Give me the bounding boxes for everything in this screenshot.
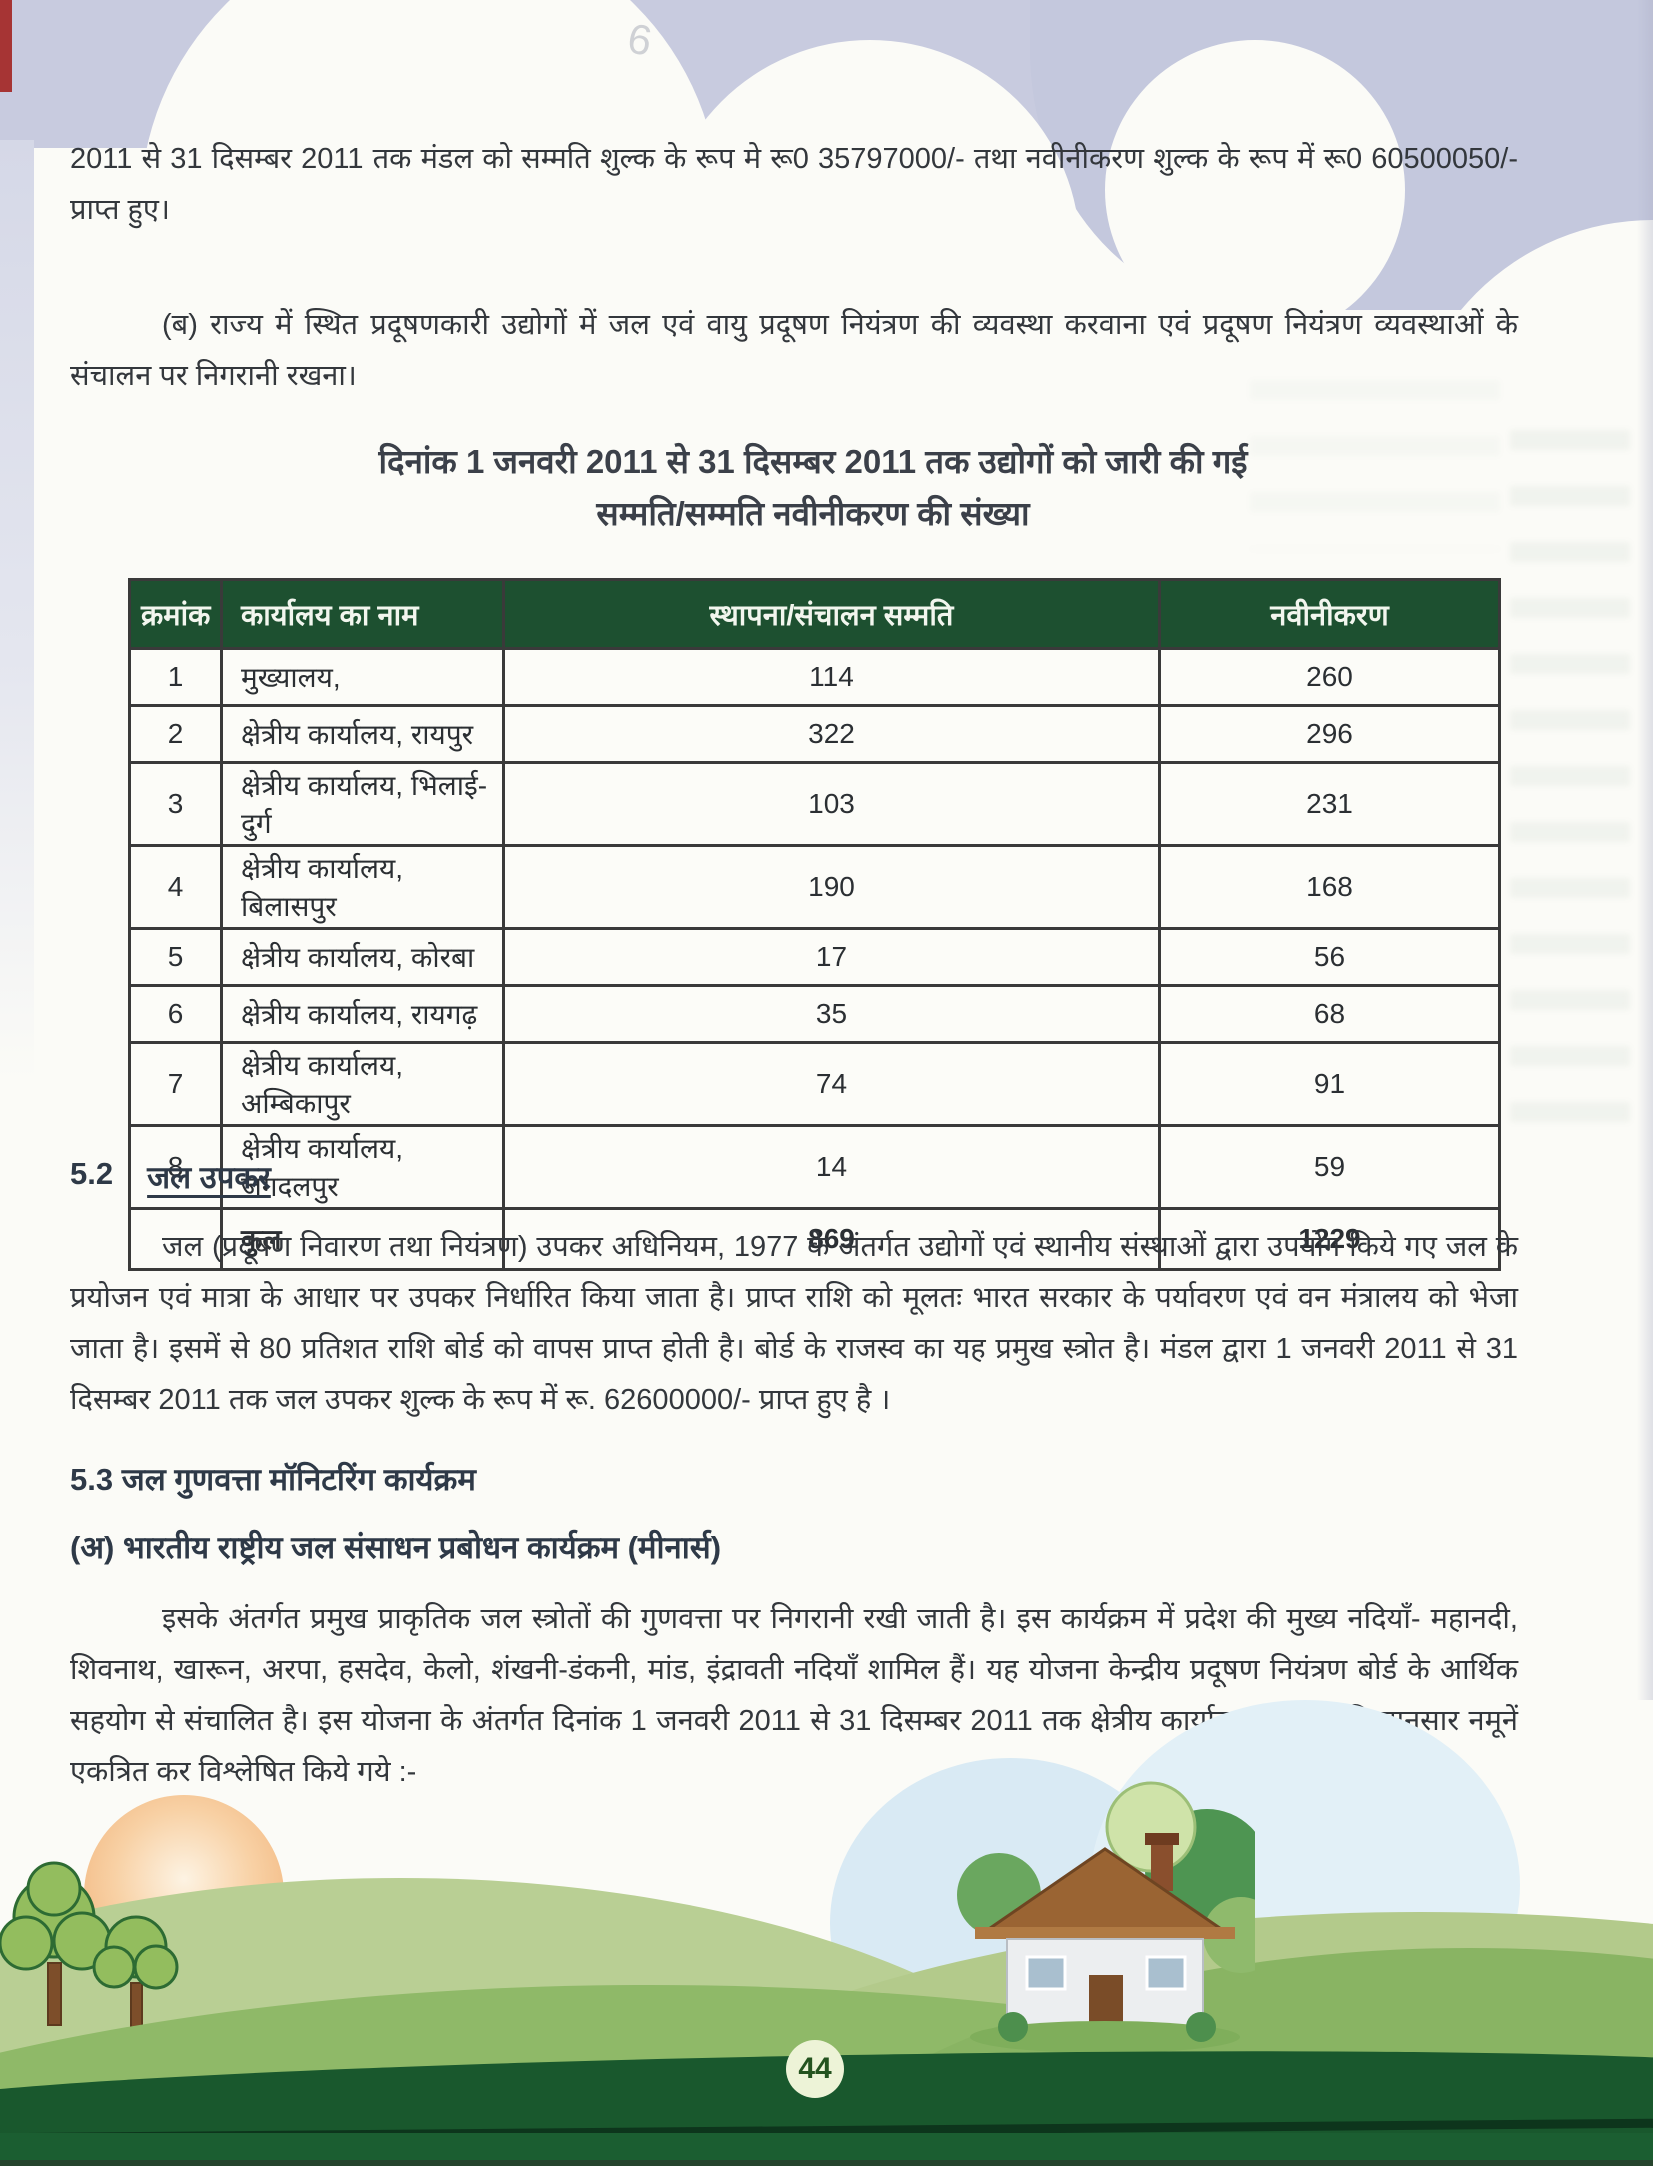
cell-renewal: 296 bbox=[1158, 704, 1501, 764]
cell-num: 2 bbox=[128, 704, 223, 764]
table-total-row: कुल 869 1229 bbox=[128, 1207, 1501, 1271]
cell-renewal: 91 bbox=[1158, 1041, 1501, 1127]
section-5-2-heading: 5.2 जल उपकर bbox=[70, 1156, 271, 1198]
col-header-office: कार्यालय का नाम bbox=[220, 578, 505, 650]
cell-office: क्षेत्रीय कार्यालय, जगदलपुर bbox=[220, 1124, 505, 1210]
table-row: 1 मुख्यालय, 114 260 bbox=[128, 647, 1501, 707]
table-row: 3 क्षेत्रीय कार्यालय, भिलाई-दुर्ग 103 231 bbox=[128, 761, 1501, 847]
cell-consent: 14 bbox=[502, 1124, 1161, 1210]
cell-num: 1 bbox=[128, 647, 223, 707]
col-header-consent: स्थापना/संचालन सम्मति bbox=[502, 578, 1161, 650]
table-row: 6 क्षेत्रीय कार्यालय, रायगढ़ 35 68 bbox=[128, 984, 1501, 1044]
cell-office: क्षेत्रीय कार्यालय, कोरबा bbox=[220, 927, 505, 987]
cell-num: 8 bbox=[128, 1124, 223, 1210]
page-number-badge: 44 bbox=[786, 2040, 844, 2098]
cell-office: कुल bbox=[220, 1207, 505, 1271]
section-5-3-heading: 5.3 जल गुणवत्ता मॉनिटरिंग कार्यक्रम bbox=[70, 1462, 476, 1497]
col-header-serial: क्रमांक bbox=[128, 578, 223, 650]
cell-renewal: 168 bbox=[1158, 844, 1501, 930]
cloud-shape bbox=[560, 190, 960, 590]
cell-office: क्षेत्रीय कार्यालय, बिलासपुर bbox=[220, 844, 505, 930]
table-title: दिनांक 1 जनवरी 2011 से 31 दिसम्बर 2011 त… bbox=[128, 436, 1498, 540]
binding-mark bbox=[0, 0, 12, 92]
cell-num: 3 bbox=[128, 761, 223, 847]
cell-consent: 869 bbox=[502, 1207, 1161, 1271]
cell-num bbox=[128, 1207, 223, 1271]
scan-bottom-edge bbox=[0, 2160, 1653, 2166]
cell-renewal: 56 bbox=[1158, 927, 1501, 987]
cell-renewal: 59 bbox=[1158, 1124, 1501, 1210]
house-illustration bbox=[957, 1781, 1255, 2053]
cell-renewal: 260 bbox=[1158, 647, 1501, 707]
cell-consent: 74 bbox=[502, 1041, 1161, 1127]
table-header-row: क्रमांक कार्यालय का नाम स्थापना/संचालन स… bbox=[128, 578, 1501, 650]
cell-num: 7 bbox=[128, 1041, 223, 1127]
cell-consent: 35 bbox=[502, 984, 1161, 1044]
page-edge-shading-right bbox=[1637, 0, 1653, 1700]
cell-office: मुख्यालय, bbox=[220, 647, 505, 707]
cell-num: 4 bbox=[128, 844, 223, 930]
cell-office: क्षेत्रीय कार्यालय, रायपुर bbox=[220, 704, 505, 764]
table-row: 2 क्षेत्रीय कार्यालय, रायपुर 322 296 bbox=[128, 704, 1501, 764]
section-number: 5.2 bbox=[70, 1156, 114, 1191]
section-a-heading: (अ) भारतीय राष्ट्रीय जल संसाधन प्रबोधन क… bbox=[70, 1530, 722, 1565]
cell-num: 5 bbox=[128, 927, 223, 987]
cell-renewal: 231 bbox=[1158, 761, 1501, 847]
table-title-line2: सम्मति/सम्मति नवीनीकरण की संख्या bbox=[596, 495, 1030, 532]
cloud-shape bbox=[1105, 40, 1405, 340]
table-row: 5 क्षेत्रीय कार्यालय, कोरबा 17 56 bbox=[128, 927, 1501, 987]
cell-office: क्षेत्रीय कार्यालय, रायगढ़ bbox=[220, 984, 505, 1044]
table-row: 7 क्षेत्रीय कार्यालय, अम्बिकापुर 74 91 bbox=[128, 1041, 1501, 1127]
cell-consent: 190 bbox=[502, 844, 1161, 930]
cell-office: क्षेत्रीय कार्यालय, अम्बिकापुर bbox=[220, 1041, 505, 1127]
cell-renewal: 68 bbox=[1158, 984, 1501, 1044]
section-5-2-paragraph: जल (प्रदूषण निवारण तथा नियंत्रण) उपकर अध… bbox=[70, 1231, 1518, 1416]
cell-consent: 114 bbox=[502, 647, 1161, 707]
table-row: 8 क्षेत्रीय कार्यालय, जगदलपुर 14 59 bbox=[128, 1124, 1501, 1210]
cell-renewal: 1229 bbox=[1158, 1207, 1501, 1271]
cell-num: 6 bbox=[128, 984, 223, 1044]
table-title-line1: दिनांक 1 जनवरी 2011 से 31 दिसम्बर 2011 त… bbox=[378, 443, 1248, 480]
intro-paragraph: 2011 से 31 दिसम्बर 2011 तक मंडल को सम्मत… bbox=[70, 143, 1518, 226]
cell-consent: 103 bbox=[502, 761, 1161, 847]
cell-office: क्षेत्रीय कार्यालय, भिलाई-दुर्ग bbox=[220, 761, 505, 847]
table-row: 4 क्षेत्रीय कार्यालय, बिलासपुर 190 168 bbox=[128, 844, 1501, 930]
clause-b-paragraph: (ब) राज्य में स्थित प्रदूषणकारी उद्योगों… bbox=[70, 309, 1518, 392]
trees-illustration bbox=[0, 1861, 179, 2032]
consent-table-body: 1 मुख्यालय, 114 260 2 क्षेत्रीय कार्यालय, राय… bbox=[128, 647, 1501, 1271]
cell-consent: 17 bbox=[502, 927, 1161, 987]
cell-consent: 322 bbox=[502, 704, 1161, 764]
col-header-renewal: नवीनीकरण bbox=[1158, 578, 1501, 650]
page-edge-shading-left bbox=[0, 140, 34, 1080]
consent-renewal-table: क्रमांक कार्यालय का नाम स्थापना/संचालन स… bbox=[128, 578, 1501, 1271]
section-title: जल उपकर bbox=[147, 1160, 271, 1195]
